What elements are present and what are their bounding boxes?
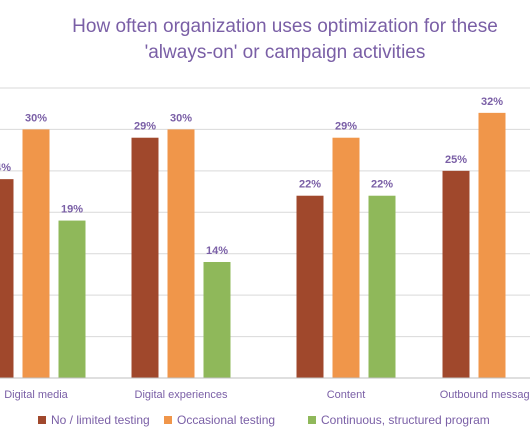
data-label: 30% bbox=[25, 112, 47, 124]
category-label: Digital media bbox=[4, 389, 68, 401]
data-label: 32% bbox=[481, 96, 503, 108]
bar bbox=[368, 195, 396, 378]
bar bbox=[478, 112, 506, 378]
legend-swatch bbox=[308, 416, 316, 424]
data-label: 25% bbox=[445, 154, 467, 166]
data-label: 24% bbox=[0, 162, 11, 174]
bar bbox=[131, 137, 159, 378]
data-label: 14% bbox=[206, 245, 228, 257]
bar bbox=[58, 220, 86, 378]
data-label: 29% bbox=[134, 121, 156, 133]
bar bbox=[203, 262, 231, 378]
chart-title-line-1: How often organization uses optimization… bbox=[72, 16, 498, 37]
data-label: 30% bbox=[170, 112, 192, 124]
data-label: 22% bbox=[299, 179, 321, 191]
bar bbox=[442, 170, 470, 378]
data-label: 19% bbox=[61, 204, 83, 216]
bar bbox=[296, 195, 324, 378]
category-label: Outbound messaging bbox=[440, 389, 530, 401]
chart-title-line-2: 'always-on' or campaign activities bbox=[144, 42, 426, 63]
legend-label: Continuous, structured program bbox=[321, 413, 490, 427]
data-label: 29% bbox=[335, 121, 357, 133]
data-label: 22% bbox=[371, 179, 393, 191]
bar bbox=[22, 129, 50, 378]
category-label: Content bbox=[327, 389, 366, 401]
legend-swatch bbox=[38, 416, 46, 424]
bar bbox=[167, 129, 195, 378]
legend-swatch bbox=[164, 416, 172, 424]
bar bbox=[332, 137, 360, 378]
chart-title: How often organization uses optimization… bbox=[0, 14, 530, 66]
bar bbox=[0, 179, 14, 378]
category-label: Digital experiences bbox=[135, 389, 228, 401]
legend-label: No / limited testing bbox=[51, 413, 150, 427]
legend-label: Occasional testing bbox=[177, 413, 275, 427]
